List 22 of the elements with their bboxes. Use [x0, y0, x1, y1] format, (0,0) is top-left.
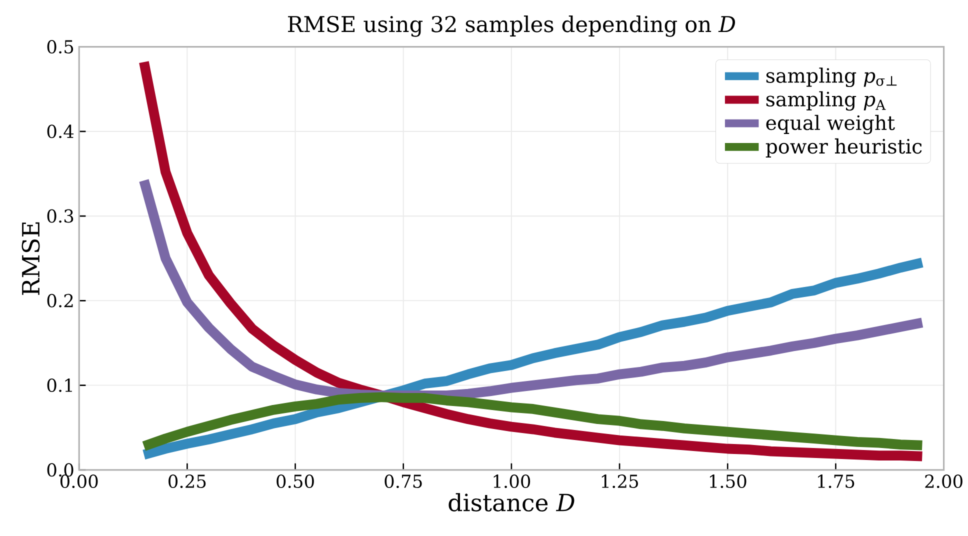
y-tick-label: 0.2: [47, 294, 73, 308]
y-tick-label: 0.3: [47, 209, 74, 223]
x-tick-label: 1.25: [602, 474, 638, 488]
y-axis-title: RMSE: [22, 222, 40, 296]
legend-label: sampling p$_{σ⊥}$: [766, 68, 897, 88]
legend-label: power heuristic: [766, 138, 922, 158]
chart-title: RMSE using 32 samples depending on D: [288, 16, 736, 37]
x-tick-label: 0.50: [276, 474, 314, 488]
x-tick-label: 2.00: [925, 474, 962, 488]
x-tick-label: 1.00: [494, 474, 530, 488]
y-tick-label: 0.5: [47, 40, 74, 54]
x-axis-title: distance D: [448, 493, 574, 512]
x-tick-label: 1.50: [710, 474, 746, 488]
legend-label: sampling p$_{A}$: [766, 91, 886, 111]
x-tick-label: 0.00: [60, 474, 98, 488]
y-tick-label: 0.4: [47, 124, 74, 138]
y-tick-label: 0.1: [47, 378, 72, 392]
x-tick-label: 1.75: [818, 474, 854, 488]
legend-label: equal weight: [766, 114, 895, 134]
x-tick-label: 0.25: [168, 474, 206, 488]
y-tick-label: 0.0: [47, 463, 74, 477]
x-tick-label: 0.75: [384, 474, 422, 488]
